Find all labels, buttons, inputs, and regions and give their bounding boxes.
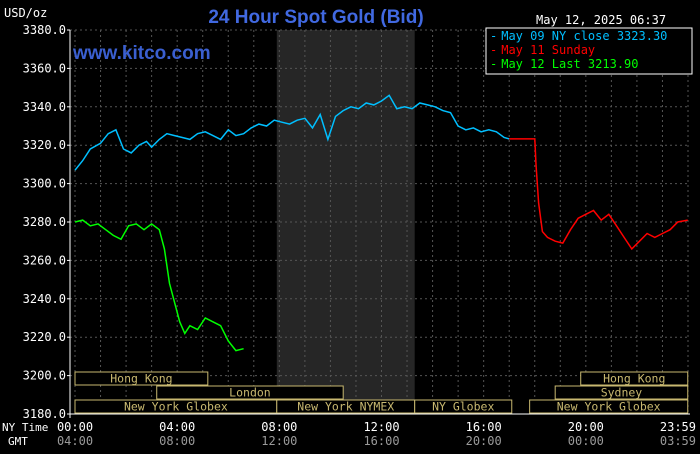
x-tick-ny: 23:59 xyxy=(660,420,696,434)
y-tick-label: 3240.0 xyxy=(23,292,66,306)
legend-marker: - xyxy=(490,43,497,57)
y-tick-label: 3180.0 xyxy=(23,407,66,421)
y-tick-label: 3300.0 xyxy=(23,177,66,191)
series-line-1 xyxy=(509,138,688,251)
session-bar-box xyxy=(414,399,513,414)
timestamp: May 12, 2025 06:37 xyxy=(536,13,666,27)
y-tick-label: 3200.0 xyxy=(23,369,66,383)
x-tick-gmt: 16:00 xyxy=(363,434,399,448)
y-axis-unit: USD/oz xyxy=(4,6,47,20)
gmt-label: GMT xyxy=(8,435,28,448)
x-tick-gmt: 12:00 xyxy=(261,434,297,448)
session-bar-label: New York Globex xyxy=(557,400,661,414)
y-tick-label: 3220.0 xyxy=(23,330,66,344)
x-tick-ny: 12:00 xyxy=(363,420,399,434)
x-tick-gmt: 20:00 xyxy=(466,434,502,448)
y-tick-label: 3280.0 xyxy=(23,215,66,229)
session-bar: Hong Kong xyxy=(580,371,689,386)
legend-label: May 09 NY close 3323.30 xyxy=(501,29,667,43)
chart-title: 24 Hour Spot Gold (Bid) xyxy=(208,7,423,28)
session-bar: New York NYMEX xyxy=(276,399,416,414)
series-line-0 xyxy=(74,94,510,171)
x-tick-gmt: 03:59 xyxy=(660,434,696,448)
session-bar-label: Hong Kong xyxy=(110,372,172,386)
session-bar-box xyxy=(554,385,689,400)
session-bar-label: NY Globex xyxy=(432,400,494,414)
session-bar: New York Globex xyxy=(74,399,278,414)
y-tick-label: 3380.0 xyxy=(23,23,66,37)
series-line-2 xyxy=(74,219,244,352)
session-bar: London xyxy=(156,385,344,400)
session-bar: NY Globex xyxy=(414,399,513,414)
legend-item-today: - May 12 Last 3213.90 xyxy=(490,57,639,71)
x-tick-gmt: 08:00 xyxy=(159,434,195,448)
legend-label: May 11 Sunday xyxy=(501,43,595,57)
x-tick-ny: 00:00 xyxy=(57,420,93,434)
kitco-brand-link[interactable]: www.kitco.com xyxy=(72,43,211,64)
session-bar-label: New York NYMEX xyxy=(297,400,394,414)
session-bar-box xyxy=(580,371,689,386)
session-bar-label: London xyxy=(229,386,271,400)
session-bar-box xyxy=(156,385,344,400)
session-bar-box xyxy=(74,371,209,386)
legend: - May 09 NY close 3323.30 - May 11 Sunday … xyxy=(485,27,693,75)
legend-item-sunday: - May 11 Sunday xyxy=(490,43,595,57)
x-axis-ticks: 00:0004:0004:0008:0008:0012:0012:0016:00… xyxy=(57,420,696,448)
session-bar: New York Globex xyxy=(529,399,689,414)
session-bar-label: Hong Kong xyxy=(603,372,665,386)
session-bar-label: Sydney xyxy=(601,386,643,400)
ny-time-label: NY Time xyxy=(2,421,48,434)
session-bar: Hong Kong xyxy=(74,371,209,386)
legend-item-prev-close: - May 09 NY close 3323.30 xyxy=(490,29,667,43)
x-tick-gmt: 00:00 xyxy=(568,434,604,448)
legend-marker: - xyxy=(490,29,497,43)
x-tick-ny: 08:00 xyxy=(261,420,297,434)
session-bar-box xyxy=(529,399,689,414)
y-tick-label: 3340.0 xyxy=(23,100,66,114)
y-tick-label: 3360.0 xyxy=(23,61,66,75)
legend-label: May 12 Last 3213.90 xyxy=(501,57,638,71)
y-tick-label: 3260.0 xyxy=(23,253,66,267)
legend-box xyxy=(485,27,693,75)
session-bar: Sydney xyxy=(554,385,689,400)
x-tick-gmt: 04:00 xyxy=(57,434,93,448)
y-tick-label: 3320.0 xyxy=(23,138,66,152)
legend-marker: - xyxy=(490,57,497,71)
x-tick-ny: 04:00 xyxy=(159,420,195,434)
y-axis-ticks: 3180.0 3200.0 3220.0 3240.0 3260.0 3280.0 3300… xyxy=(23,23,70,421)
session-bar-label: New York Globex xyxy=(124,400,228,414)
x-tick-ny: 16:00 xyxy=(466,420,502,434)
price-series xyxy=(74,94,688,352)
x-tick-ny: 20:00 xyxy=(568,420,604,434)
